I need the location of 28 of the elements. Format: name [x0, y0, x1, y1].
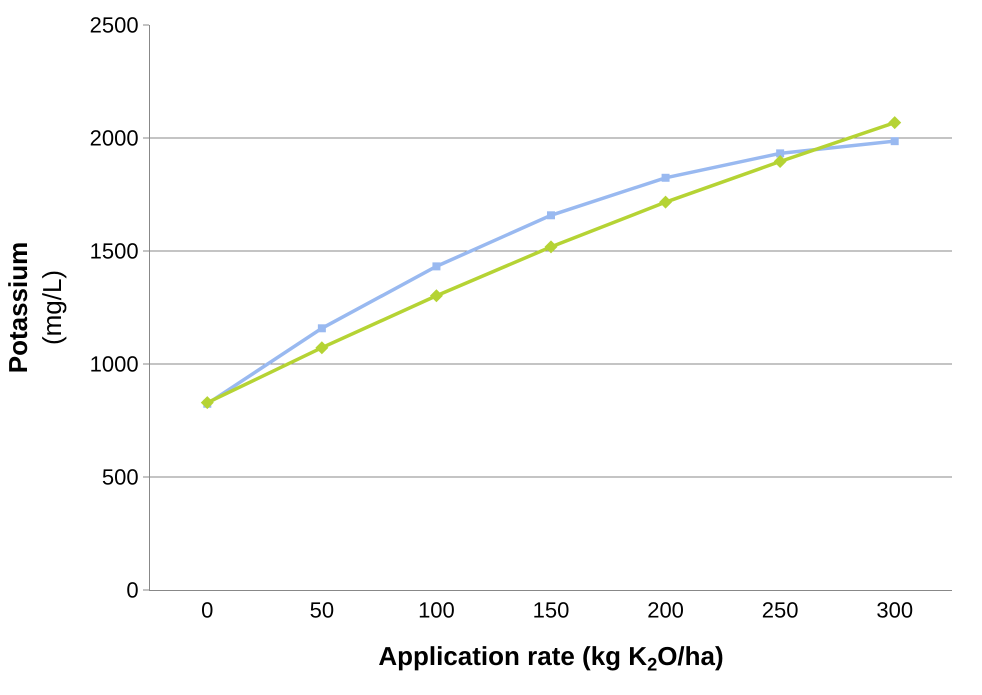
y-axis-title: Potassium (mg/L) [3, 242, 68, 374]
point [774, 155, 787, 168]
point [890, 137, 899, 146]
x-tick-label: 150 [532, 597, 570, 622]
y-tick-label: 500 [102, 464, 139, 490]
y-tick-label: 2500 [90, 12, 139, 38]
x-axis-title: Application rate (kg K$_{2}$O/ha) [378, 641, 724, 675]
point [888, 116, 902, 130]
y-tick-label: 1000 [90, 352, 139, 377]
x-tick-label: 50 [310, 597, 334, 622]
y-tick-label: 2000 [90, 126, 139, 151]
point [547, 211, 555, 220]
point [776, 149, 784, 158]
point [432, 262, 440, 270]
x-tick-label: 100 [418, 597, 455, 622]
point [315, 341, 328, 354]
point [430, 289, 443, 302]
x-tick-label: 300 [876, 597, 914, 622]
point [318, 324, 326, 332]
point [662, 174, 670, 182]
x-tick-label: 250 [762, 597, 798, 622]
y-tick-label: 1500 [90, 238, 139, 264]
point [200, 396, 214, 410]
x-tick-label: 200 [647, 597, 684, 622]
point [544, 240, 558, 254]
point [659, 196, 672, 209]
y-tick-label: 0 [126, 578, 139, 603]
x-tick-label: 0 [201, 597, 214, 622]
